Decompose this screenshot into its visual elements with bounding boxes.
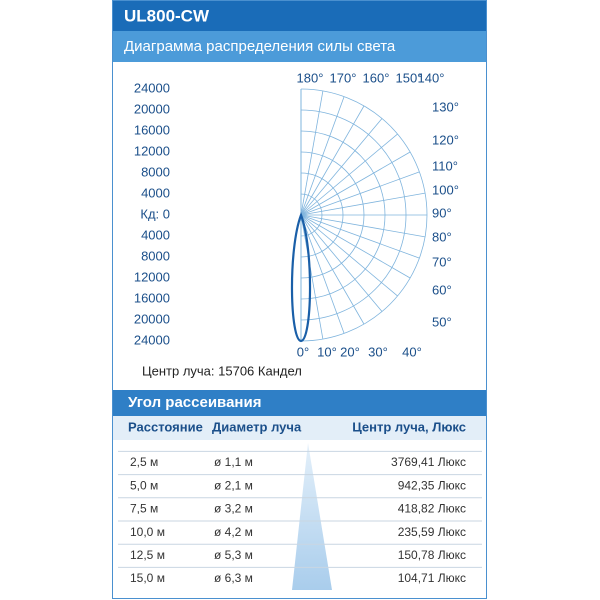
grid-ray [300, 214, 398, 297]
grid-ray [300, 214, 345, 334]
grid-ray [300, 192, 426, 216]
table-header-bg [113, 416, 486, 440]
angle-label: 130° [432, 99, 459, 114]
intensity-label: 12000 [134, 143, 170, 158]
subtitle: Диаграмма распределения силы света [124, 38, 396, 55]
cell: 104,71 Люкс [398, 571, 466, 585]
cell: 2,5 м [130, 455, 158, 469]
angle-label: 70° [432, 254, 452, 269]
intensity-label: 8000 [141, 248, 170, 263]
grid-ray [300, 171, 420, 216]
angle-label: 40° [402, 344, 422, 359]
grid-ray [300, 214, 383, 312]
cell: ø 1,1 м [214, 455, 253, 469]
column-header: Центр луча, Люкс [352, 419, 466, 434]
beam-cone [292, 443, 332, 590]
angle-label: 110° [432, 158, 458, 173]
cell: 12,5 м [130, 548, 165, 562]
angle-label: 180° [297, 70, 324, 85]
column-header: Расстояние [128, 419, 203, 434]
angle-label: 100° [432, 182, 459, 197]
intensity-label: Кд: 0 [140, 206, 170, 221]
intensity-label: 20000 [134, 311, 170, 326]
grid-ray [300, 105, 365, 216]
grid-ray [300, 214, 426, 238]
subtitle-bar [113, 31, 486, 62]
grid-ray [300, 214, 365, 325]
dispersion-bar [113, 390, 486, 416]
column-header: Диаметр луча [212, 419, 302, 434]
angle-label: 150° [396, 70, 423, 85]
intensity-label: 24000 [134, 332, 170, 347]
grid-ray [300, 214, 411, 279]
angle-label: 80° [432, 229, 452, 244]
intensity-label: 12000 [134, 269, 170, 284]
polar-grid: 24000 20000 16000 12000 8000 4000 Кд: 0 4000 800… [134, 70, 459, 359]
title: UL800-CW [124, 6, 210, 25]
intensity-label: 4000 [141, 227, 170, 242]
header-bar [113, 1, 486, 31]
angle-label: 10° [317, 344, 337, 359]
intensity-label: 16000 [134, 290, 170, 305]
cell: 418,82 Люкс [398, 502, 466, 516]
cell: ø 3,2 м [214, 502, 253, 516]
dispersion-title: Угол рассеивания [128, 394, 261, 411]
grid-ray [300, 133, 398, 216]
cell: ø 6,3 м [214, 571, 253, 585]
cell: 7,5 м [130, 502, 158, 516]
cell: 150,78 Люкс [398, 548, 466, 562]
angle-label: 50° [432, 314, 452, 329]
angle-label: 60° [432, 282, 452, 297]
intensity-label: 24000 [134, 80, 170, 95]
grid-ray [300, 96, 345, 216]
cell: 235,59 Люкс [398, 525, 466, 539]
frame [112, 0, 487, 599]
light-curve [290, 211, 312, 343]
cell: ø 5,3 м [214, 548, 253, 562]
angle-label: 30° [368, 344, 388, 359]
grid-ray [300, 214, 324, 340]
intensity-label: 16000 [134, 122, 170, 137]
beam-center: Центр луча: 15706 Кандел [142, 363, 302, 378]
grid-ray [300, 214, 420, 259]
cell: ø 4,2 м [214, 525, 253, 539]
cell: ø 2,1 м [214, 478, 253, 492]
cell: 15,0 м [130, 571, 165, 585]
grid-ray [300, 118, 383, 216]
angle-label: 170° [330, 70, 357, 85]
intensity-label: 20000 [134, 101, 170, 116]
angle-label: 20° [340, 344, 360, 359]
intensity-label: 4000 [141, 185, 170, 200]
angle-label: 90° [432, 205, 452, 220]
angle-label: 140° [418, 70, 445, 85]
cell: 10,0 м [130, 525, 165, 539]
angle-label: 160° [363, 70, 390, 85]
grid-ray [300, 90, 324, 216]
cell: 942,35 Люкс [398, 478, 466, 492]
angle-label: 0° [297, 344, 309, 359]
cell: 3769,41 Люкс [391, 455, 466, 469]
cell: 5,0 м [130, 478, 158, 492]
table: Расстояние Диаметр луча Центр луча, Люкс 2,… [118, 419, 482, 585]
grid-ray [300, 151, 411, 216]
angle-label: 120° [432, 132, 459, 147]
intensity-label: 8000 [141, 164, 170, 179]
